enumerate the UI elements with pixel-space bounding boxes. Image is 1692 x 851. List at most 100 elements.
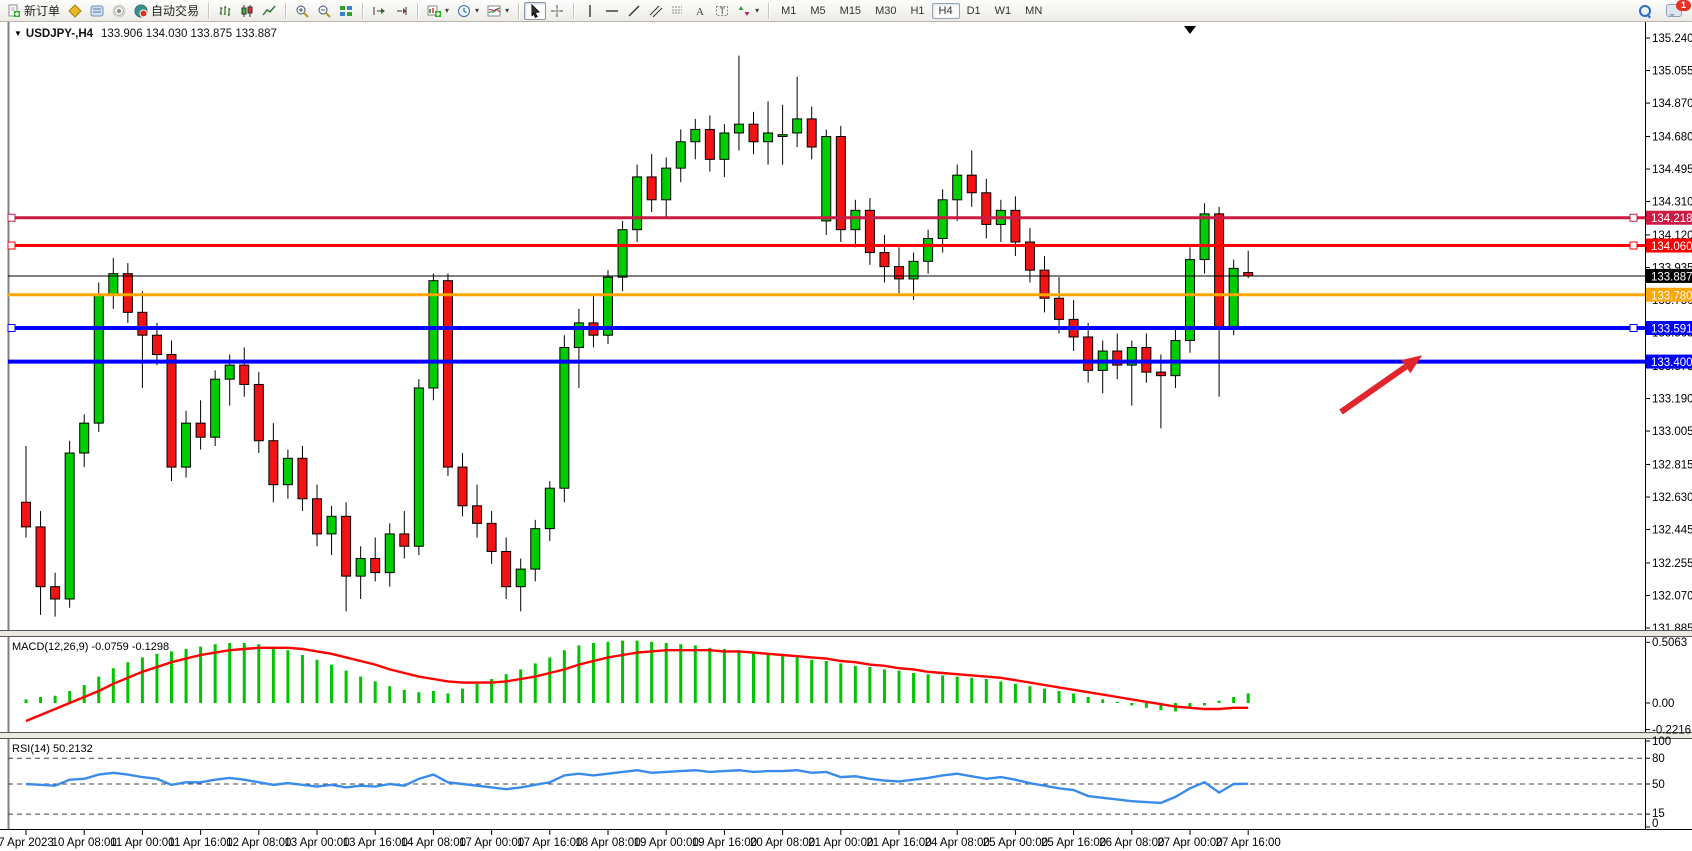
level-line-134.218[interactable] <box>7 213 1645 222</box>
market-watch-button[interactable] <box>64 2 86 20</box>
zoom-in-button[interactable] <box>291 2 313 20</box>
chart-frame <box>0 21 1692 851</box>
autotrade-button[interactable]: 自动交易 <box>130 0 203 21</box>
rsi-panel <box>8 757 1645 815</box>
chart-menu-caret-icon[interactable]: ▼ <box>14 29 22 38</box>
svg-text:17 Apr 16:00: 17 Apr 16:00 <box>517 837 582 849</box>
new-chart-icon <box>427 4 442 18</box>
dropdown-caret-icon[interactable]: ▾ <box>755 6 760 15</box>
macd-panel <box>24 636 1646 723</box>
arrows-button[interactable]: ▾ <box>733 2 763 20</box>
level-line-134.060[interactable] <box>7 241 1645 250</box>
timeframe-button-w1[interactable]: W1 <box>994 4 1012 17</box>
crosshair-icon <box>550 4 564 18</box>
new-order-button[interactable]: 新订单 <box>3 0 64 21</box>
svg-text:134.218: 134.218 <box>1651 213 1692 225</box>
svg-text:21 Apr 00:00: 21 Apr 00:00 <box>808 837 873 849</box>
trendline-button[interactable] <box>623 2 645 20</box>
triangle-marker[interactable] <box>1184 26 1196 34</box>
svg-text:24 Apr 08:00: 24 Apr 08:00 <box>925 837 990 849</box>
dropdown-caret-icon[interactable]: ▾ <box>445 6 450 15</box>
chart-shift-button[interactable] <box>368 2 390 20</box>
svg-text:20 Apr 08:00: 20 Apr 08:00 <box>750 837 815 849</box>
svg-text:26 Apr 08:00: 26 Apr 08:00 <box>1099 837 1164 849</box>
svg-text:134.680: 134.680 <box>1652 131 1692 143</box>
panel-separator[interactable] <box>0 630 1692 739</box>
zoom-out-button[interactable] <box>313 2 335 20</box>
cursor-button[interactable] <box>524 1 547 20</box>
svg-text:15: 15 <box>1652 808 1665 820</box>
timeframe-button-m15[interactable]: M15 <box>839 4 862 17</box>
level-line-133.591[interactable] <box>7 323 1645 332</box>
broadcast-button[interactable] <box>108 2 130 20</box>
toolbar-separator <box>768 2 770 19</box>
svg-text:133.190: 133.190 <box>1652 394 1692 406</box>
timeframe-button-m30[interactable]: M30 <box>875 4 897 17</box>
vertical-line-button[interactable] <box>579 2 601 20</box>
data-window-button[interactable] <box>86 2 108 20</box>
autotrade-button-label: 自动交易 <box>151 4 200 18</box>
svg-text:13 Apr 00:00: 13 Apr 00:00 <box>284 837 349 849</box>
bar-chart-icon <box>218 4 232 18</box>
svg-text:133.400: 133.400 <box>1651 357 1692 369</box>
period-icon <box>457 4 471 18</box>
arrow-annotation[interactable] <box>1339 355 1423 415</box>
svg-text:133.005: 133.005 <box>1652 426 1692 438</box>
svg-text:25 Apr 00:00: 25 Apr 00:00 <box>983 837 1048 849</box>
channel-icon <box>649 4 663 18</box>
text-button[interactable]: A <box>689 2 711 20</box>
svg-text:80: 80 <box>1652 753 1665 765</box>
bar-chart-button[interactable] <box>214 2 236 20</box>
new-order-icon <box>7 4 21 18</box>
template-button[interactable]: ▾ <box>483 2 513 20</box>
data-window-icon <box>90 4 104 18</box>
svg-text:100: 100 <box>1652 736 1671 748</box>
search-icon <box>1639 5 1651 19</box>
svg-text:19 Apr 16:00: 19 Apr 16:00 <box>692 837 757 849</box>
horizontal-line-button[interactable] <box>601 2 623 20</box>
svg-text:7 Apr 2023: 7 Apr 2023 <box>0 837 54 849</box>
candlestick-series <box>21 55 1254 617</box>
label-icon: T <box>715 4 729 18</box>
toolbar-separator <box>208 2 210 19</box>
dropdown-caret-icon[interactable]: ▾ <box>475 6 480 15</box>
period-button[interactable]: ▾ <box>453 2 483 20</box>
svg-text:132.445: 132.445 <box>1652 525 1692 537</box>
new-chart-button[interactable]: ▾ <box>423 2 453 20</box>
chat-button[interactable]: 1 <box>1662 0 1691 19</box>
timeframe-button-h1[interactable]: H1 <box>910 4 925 17</box>
svg-text:135.055: 135.055 <box>1652 66 1692 78</box>
auto-scroll-button[interactable] <box>390 2 412 20</box>
timeframe-button-m1[interactable]: M1 <box>781 4 797 17</box>
timeframe-button-m5[interactable]: M5 <box>810 4 826 17</box>
new-order-button-label: 新订单 <box>24 4 61 18</box>
zoom-out-icon <box>317 4 331 18</box>
svg-text:27 Apr 16:00: 27 Apr 16:00 <box>1216 837 1281 849</box>
tile-windows-button[interactable] <box>335 2 357 20</box>
dropdown-caret-icon[interactable]: ▾ <box>505 6 510 15</box>
svg-text:132.255: 132.255 <box>1652 558 1692 570</box>
toolbar-separator <box>417 2 419 19</box>
fibonacci-button[interactable] <box>667 2 689 20</box>
price-axis[interactable]: 135.240 135.055 134.870 134.680 134.495 134.3… <box>1645 33 1692 635</box>
candlestick-button[interactable] <box>236 2 258 20</box>
timeframe-button-h4[interactable]: H4 <box>931 2 960 19</box>
timeframe-button-mn[interactable]: MN <box>1025 4 1043 17</box>
toolbar-separator <box>285 2 287 19</box>
crosshair-button[interactable] <box>546 2 568 20</box>
svg-text:12 Apr 08:00: 12 Apr 08:00 <box>226 837 291 849</box>
line-chart-button[interactable] <box>258 2 280 20</box>
shapes-icon <box>737 4 751 18</box>
timeframe-button-d1[interactable]: D1 <box>966 4 981 17</box>
fibonacci-icon <box>671 4 685 18</box>
auto-scroll-icon <box>394 4 408 18</box>
search-button[interactable] <box>1635 3 1654 19</box>
text-label-button[interactable]: T <box>711 2 733 20</box>
svg-text:132.070: 132.070 <box>1652 590 1692 602</box>
chart-canvas[interactable]: 135.240 135.055 134.870 134.680 134.495 134.3… <box>0 21 1692 851</box>
chart-title: ▼ USDJPY-,H4 133.906 134.030 133.875 133.8… <box>14 28 277 40</box>
equidistant-channel-button[interactable] <box>645 2 667 20</box>
line-chart-icon <box>262 4 276 18</box>
rsi-axis: 100 80 50 150 <box>1645 736 1671 830</box>
